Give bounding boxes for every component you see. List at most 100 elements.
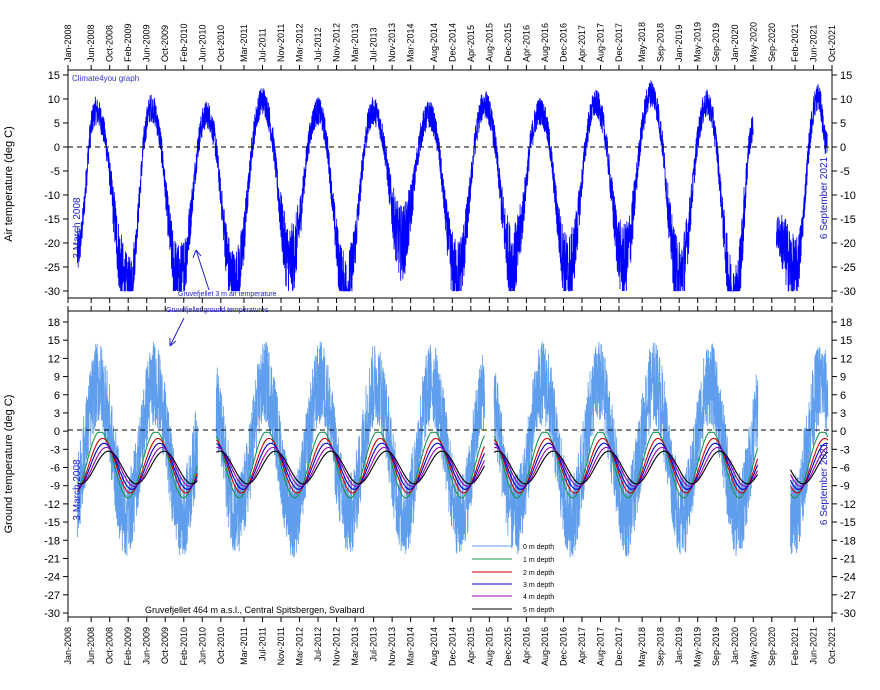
ground-y-tick-label: -27 bbox=[44, 590, 60, 602]
x-tick-label: Apr-2016 bbox=[521, 25, 531, 62]
x-tick-label: Oct-2008 bbox=[105, 25, 115, 62]
legend-item: 3 m depth bbox=[472, 582, 554, 589]
ground-y-tick-label: -12 bbox=[44, 499, 60, 511]
x-tick-label: Feb-2010 bbox=[179, 627, 189, 666]
ground-y-tick-label: 18 bbox=[48, 317, 60, 329]
x-tick-label: Sep-2019 bbox=[711, 23, 721, 62]
x-tick-label: Apr-2016 bbox=[521, 627, 531, 664]
air-y-tick-label: 15 bbox=[840, 70, 852, 82]
ground-series-line bbox=[77, 431, 829, 499]
x-tick-label: Mar-2011 bbox=[239, 627, 249, 665]
x-tick-label: Feb-2021 bbox=[790, 627, 800, 666]
x-tick-label: Jan-2020 bbox=[730, 24, 740, 62]
x-tick-label: May-2020 bbox=[748, 627, 758, 667]
ground-right-note: 6 September 2021 bbox=[819, 442, 830, 525]
air-series-layer bbox=[76, 80, 828, 292]
x-tick-label: May-2018 bbox=[637, 627, 647, 667]
x-tick-label: Feb-2021 bbox=[790, 23, 800, 62]
ground-y-tick-label: -24 bbox=[44, 572, 60, 584]
legend-label: 2 m depth bbox=[523, 570, 554, 577]
x-tick-label: Apr-2015 bbox=[466, 25, 476, 62]
x-tick-label: Jun-2008 bbox=[86, 627, 96, 665]
legend-label: 4 m depth bbox=[523, 594, 554, 601]
x-tick-label: Oct-2021 bbox=[827, 627, 837, 664]
x-tick-label: Sep-2018 bbox=[656, 627, 666, 666]
ground-y-tick-label: -18 bbox=[840, 535, 856, 547]
x-tick-label: Jul-2012 bbox=[313, 27, 323, 62]
legend: 0 m depth 1 m depth 2 m depth 3 m depth … bbox=[472, 544, 554, 614]
ground-y-tick-label: 3 bbox=[54, 408, 60, 420]
x-tick-label: Oct-2009 bbox=[160, 627, 170, 664]
air-y-label: Air temperature (deg C) bbox=[3, 126, 15, 242]
ground-y-tick-label: 15 bbox=[840, 335, 852, 347]
x-tick-label: Jul-2011 bbox=[257, 28, 267, 62]
ground-y-tick-label: -15 bbox=[840, 517, 856, 529]
legend-item: 1 m depth bbox=[472, 557, 554, 564]
ground-annotation: Gruvefjellet ground temperatures bbox=[166, 307, 269, 314]
x-tick-label: Aug-2014 bbox=[429, 627, 439, 666]
ground-y-tick-label: -15 bbox=[44, 517, 60, 529]
x-tick-label: May-2019 bbox=[693, 22, 703, 62]
x-tick-label: Aug-2015 bbox=[484, 627, 494, 666]
air-y-tick-label: -10 bbox=[44, 190, 60, 202]
ground-caption: Gruvefjellet 464 m a.s.l., Central Spits… bbox=[145, 605, 365, 615]
x-tick-label: Mar-2012 bbox=[295, 627, 305, 666]
x-tick-label: Aug-2017 bbox=[595, 23, 605, 62]
air-left-note: 3 March 2008 bbox=[72, 197, 83, 259]
x-tick-label: Jul-2011 bbox=[257, 627, 267, 661]
x-tick-label: Sep-2020 bbox=[767, 627, 777, 666]
x-tick-label: Jul-2013 bbox=[369, 27, 379, 62]
air-y-tick-label: 10 bbox=[48, 94, 60, 106]
x-tick-label: Mar-2011 bbox=[239, 24, 249, 62]
air-y-tick-label: 0 bbox=[54, 142, 60, 154]
air-y-tick-label: -15 bbox=[44, 214, 60, 226]
air-y-tick-label: -25 bbox=[840, 262, 856, 274]
air-temperature-line bbox=[76, 80, 828, 292]
ground-left-note: 3 March 2008 bbox=[72, 459, 83, 521]
x-tick-label: Dec-2017 bbox=[614, 23, 624, 62]
ground-y-tick-label: -12 bbox=[840, 499, 856, 511]
x-tick-label: Jan-2019 bbox=[674, 24, 684, 62]
x-tick-label: Nov-2011 bbox=[276, 24, 286, 62]
x-tick-label: Nov-2012 bbox=[332, 23, 342, 62]
x-tick-label: Apr-2015 bbox=[466, 627, 476, 664]
x-tick-label: Dec-2017 bbox=[614, 627, 624, 666]
ground-y-tick-label: 12 bbox=[840, 353, 852, 365]
x-tick-label: Sep-2019 bbox=[711, 627, 721, 666]
ground-y-tick-label: -21 bbox=[840, 553, 856, 565]
x-tick-label: Dec-2016 bbox=[558, 23, 568, 62]
x-tick-label: Mar-2014 bbox=[406, 627, 416, 666]
air-y-tick-label: 15 bbox=[48, 70, 60, 82]
x-tick-label: Mar-2013 bbox=[350, 627, 360, 666]
x-tick-label: Apr-2017 bbox=[577, 627, 587, 664]
x-tick-label: Aug-2017 bbox=[595, 627, 605, 666]
ground-series-line bbox=[77, 446, 829, 487]
air-y-tick-label: 10 bbox=[840, 94, 852, 106]
x-tick-label: Dec-2014 bbox=[447, 23, 457, 62]
air-y-tick-label: 5 bbox=[54, 118, 60, 130]
legend-label: 0 m depth bbox=[523, 544, 554, 551]
ground-y-tick-label: -18 bbox=[44, 535, 60, 547]
x-tick-label: Jun-2021 bbox=[808, 24, 818, 62]
x-tick-label: Sep-2018 bbox=[656, 23, 666, 62]
x-tick-label: Jan-2008 bbox=[63, 24, 73, 62]
x-tick-label: Nov-2012 bbox=[332, 627, 342, 666]
air-annotation-arrow bbox=[192, 249, 210, 291]
x-tick-label: Jun-2021 bbox=[808, 627, 818, 665]
x-tick-label: Apr-2017 bbox=[577, 25, 587, 62]
ground-series-line bbox=[77, 450, 829, 485]
air-y-tick-label: -5 bbox=[840, 166, 850, 178]
legend-item: 5 m depth bbox=[472, 607, 554, 614]
x-tick-label: Dec-2015 bbox=[503, 23, 513, 62]
ground-y-tick-label: 18 bbox=[840, 317, 852, 329]
x-tick-label: Aug-2016 bbox=[540, 627, 550, 666]
x-tick-label: Jun-2009 bbox=[142, 24, 152, 62]
legend-item: 0 m depth bbox=[472, 544, 554, 551]
ground-y-axis: 18 18 15 15 12 12 9 9 6 6 3 3 0 0 -3 -3 -6 -6 -9 -9 -12 -12 -1… bbox=[44, 317, 856, 620]
x-tick-label: May-2020 bbox=[748, 22, 758, 62]
ground-y-tick-label: -6 bbox=[50, 463, 60, 475]
ground-y-tick-label: 6 bbox=[54, 390, 60, 402]
ground-y-tick-label: -30 bbox=[44, 608, 60, 620]
air-y-tick-label: -20 bbox=[44, 238, 60, 250]
